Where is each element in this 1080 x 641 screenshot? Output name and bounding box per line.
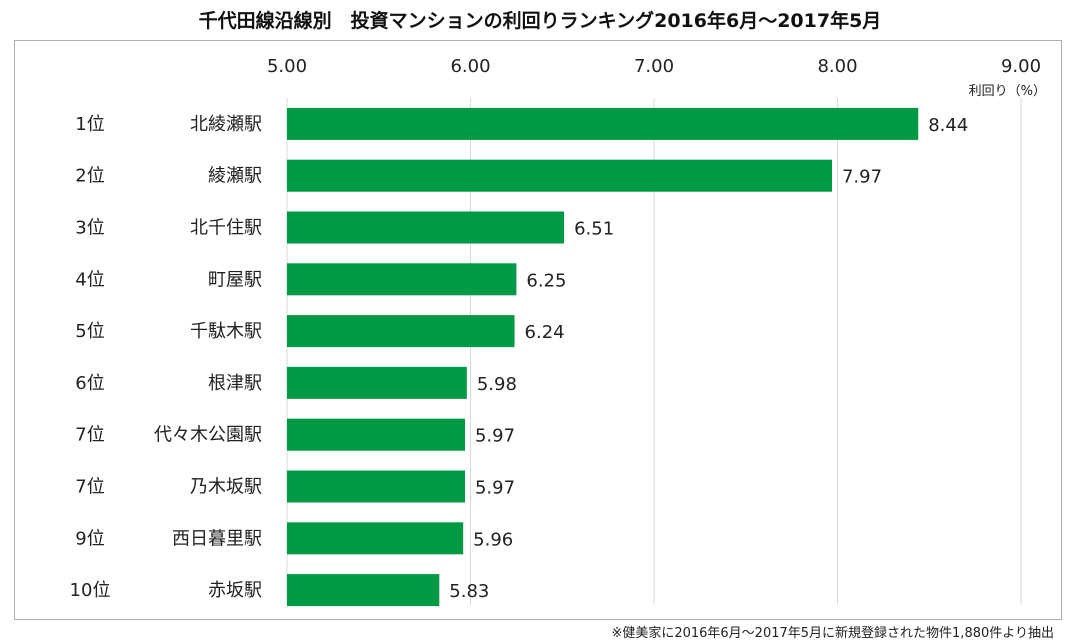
x-tick-label: 6.00 [450,56,490,77]
x-tick-label: 8.00 [817,56,857,77]
data-label: 6.24 [525,322,565,343]
rank-label: 7位 [75,425,104,446]
chart-title: 千代田線沿線別 投資マンションの利回りランキング2016年6月～2017年5月 [198,10,882,32]
category-label: 千駄木駅 [190,321,262,342]
data-label: 5.96 [473,529,513,550]
rank-label: 2位 [75,166,104,187]
bar [287,574,440,607]
bar [287,366,467,399]
category-label: 西日暮里駅 [172,528,262,549]
data-label: 5.97 [475,478,515,499]
bar [287,263,517,296]
category-label: 代々木公園駅 [154,425,262,446]
bar [287,470,465,503]
category-label: 北千住駅 [190,218,262,239]
chart-frame [14,40,1062,620]
rank-label: 10位 [70,580,111,601]
bar [287,522,464,555]
rank-label: 5位 [75,321,104,342]
data-label: 7.97 [842,167,882,188]
rank-label: 4位 [75,269,104,290]
bar [287,107,919,140]
category-label: 綾瀬駅 [208,166,262,187]
category-label: 町屋駅 [208,269,262,290]
rank-label: 3位 [75,218,104,239]
rank-label: 7位 [75,477,104,498]
data-label: 6.51 [574,219,614,240]
x-axis-label: 利回り（%） [969,84,1046,99]
category-label: 赤坂駅 [208,580,262,601]
bar [287,211,565,244]
rank-label: 1位 [75,114,104,135]
rank-label: 9位 [75,528,104,549]
rank-label: 6位 [75,373,104,394]
x-tick-label: 9.00 [1001,56,1041,77]
data-label: 5.83 [449,581,489,602]
bar [287,315,515,348]
bar [287,159,832,192]
data-label: 5.98 [477,374,517,395]
x-tick-label: 7.00 [634,56,674,77]
x-tick-label: 5.00 [267,56,307,77]
category-label: 乃木坂駅 [190,477,262,498]
category-label: 根津駅 [208,373,262,394]
data-label: 8.44 [928,115,968,136]
category-label: 北綾瀬駅 [190,114,262,135]
footnote: ※健美家に2016年6月～2017年5月に新規登録された物件1,880件より抽出 [611,626,1054,641]
data-label: 6.25 [526,270,566,291]
bar [287,418,465,451]
data-label: 5.97 [475,426,515,447]
